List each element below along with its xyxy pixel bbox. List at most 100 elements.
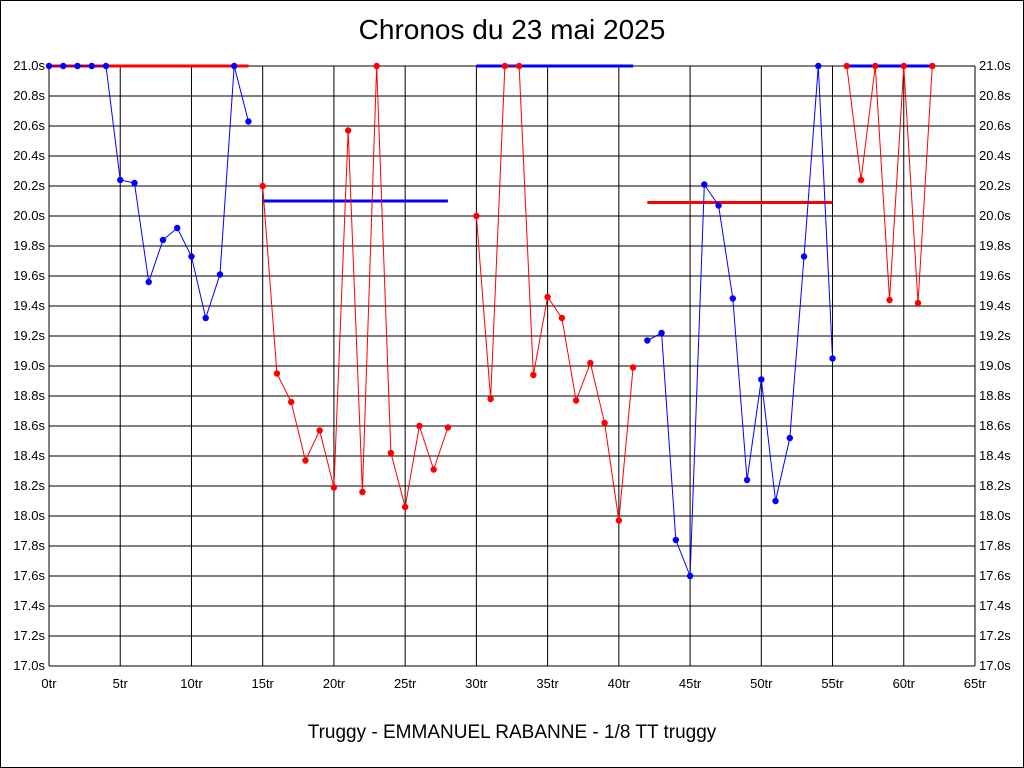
- chart-title: Chronos du 23 mai 2025: [358, 14, 666, 45]
- y-tick-label-left: 20.6s: [13, 118, 45, 133]
- data-point: [145, 278, 152, 286]
- data-point: [387, 449, 395, 457]
- y-tick-label-right: 20.2s: [979, 178, 1011, 193]
- x-tick-label: 15tr: [251, 676, 274, 691]
- data-point: [159, 236, 167, 244]
- data-point: [843, 62, 850, 70]
- y-tick-label-right: 18.6s: [979, 418, 1011, 433]
- data-point: [672, 536, 680, 544]
- data-point: [188, 253, 195, 260]
- data-point: [302, 457, 309, 464]
- y-tick-label-right: 18.2s: [979, 478, 1011, 493]
- data-point: [829, 355, 836, 362]
- x-tick-label: 45tr: [679, 676, 702, 691]
- data-point: [259, 182, 266, 190]
- data-point: [202, 314, 209, 322]
- y-tick-label-right: 18.8s: [979, 388, 1011, 403]
- data-point: [729, 295, 737, 302]
- y-tick-label-left: 19.4s: [13, 298, 45, 313]
- y-tick-label-right: 19.8s: [979, 238, 1011, 253]
- data-point: [287, 398, 295, 406]
- data-point: [416, 422, 423, 430]
- data-point: [929, 62, 936, 70]
- y-tick-label-right: 19.4s: [979, 298, 1011, 313]
- data-point: [587, 359, 594, 367]
- y-tick-label-right: 17.0s: [979, 658, 1011, 673]
- y-tick-label-left: 18.8s: [13, 388, 45, 403]
- y-tick-label-right: 19.6s: [979, 268, 1011, 283]
- data-point: [515, 62, 523, 70]
- data-point: [530, 371, 537, 379]
- data-point: [245, 118, 252, 125]
- series-line: [647, 65, 834, 577]
- y-tick-label-left: 20.2s: [13, 178, 45, 193]
- x-tick-label: 65tr: [964, 676, 987, 691]
- y-tick-label-left: 17.8s: [13, 538, 45, 553]
- chart-subtitle: Truggy - EMMANUEL RABANNE - 1/8 TT trugg…: [307, 722, 717, 743]
- y-tick-label-right: 19.0s: [979, 358, 1011, 373]
- y-tick-label-right: 18.4s: [979, 448, 1011, 463]
- y-tick-label-left: 19.8s: [13, 238, 45, 253]
- y-tick-label-left: 21.0s: [13, 58, 45, 73]
- y-tick-label-left: 18.2s: [13, 478, 45, 493]
- data-point: [330, 484, 338, 491]
- data-point: [886, 296, 893, 304]
- data-point: [758, 376, 765, 383]
- y-tick-label-left: 17.0s: [13, 658, 45, 673]
- data-point: [743, 476, 751, 484]
- x-tick-label: 25tr: [394, 676, 417, 691]
- y-tick-label-right: 20.0s: [979, 208, 1011, 223]
- data-point: [501, 62, 509, 70]
- y-tick-label-left: 18.0s: [13, 508, 45, 523]
- x-tick-label: 30tr: [465, 676, 488, 691]
- data-point: [872, 62, 879, 70]
- data-point: [444, 424, 452, 431]
- data-point: [102, 62, 110, 70]
- data-point: [74, 62, 81, 70]
- x-tick-label: 55tr: [821, 676, 844, 691]
- data-point: [430, 466, 437, 473]
- data-point: [914, 299, 922, 307]
- data-point: [487, 395, 494, 403]
- data-point: [401, 503, 409, 511]
- data-point: [174, 224, 181, 232]
- data-point: [88, 62, 95, 70]
- x-tick-label: 5tr: [113, 676, 129, 691]
- y-tick-label-left: 17.4s: [13, 598, 45, 613]
- data-point: [857, 176, 865, 184]
- data-point: [45, 62, 53, 70]
- x-tick-label: 10tr: [180, 676, 203, 691]
- data-point: [316, 427, 323, 434]
- y-tick-label-right: 18.0s: [979, 508, 1011, 523]
- y-tick-label-right: 17.8s: [979, 538, 1011, 553]
- series-line: [846, 65, 933, 304]
- y-tick-label-left: 20.0s: [13, 208, 45, 223]
- data-point: [686, 572, 694, 580]
- x-tick-label: 20tr: [323, 676, 346, 691]
- y-tick-label-left: 19.6s: [13, 268, 45, 283]
- data-point: [644, 337, 651, 344]
- data-point: [772, 497, 779, 505]
- data-point: [601, 419, 608, 427]
- data-point: [786, 434, 793, 442]
- series-line: [262, 65, 449, 508]
- y-tick-label-left: 20.4s: [13, 148, 45, 163]
- data-point: [815, 62, 822, 70]
- y-tick-label-left: 19.2s: [13, 328, 45, 343]
- y-tick-label-left: 18.4s: [13, 448, 45, 463]
- data-point: [359, 488, 366, 496]
- data-point: [900, 62, 907, 70]
- data-point: [615, 517, 623, 524]
- data-point: [473, 212, 480, 220]
- y-tick-label-right: 17.4s: [979, 598, 1011, 613]
- y-tick-label-right: 20.6s: [979, 118, 1011, 133]
- y-tick-label-left: 19.0s: [13, 358, 45, 373]
- data-point: [701, 181, 708, 188]
- data-point: [373, 62, 380, 70]
- x-tick-label: 60tr: [893, 676, 916, 691]
- data-point: [60, 62, 67, 70]
- data-point: [273, 370, 281, 377]
- data-point: [216, 271, 224, 278]
